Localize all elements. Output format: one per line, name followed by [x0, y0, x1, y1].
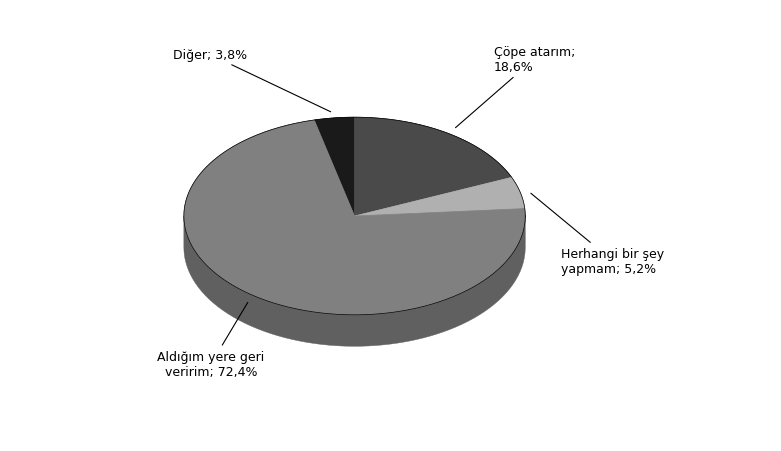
Polygon shape [355, 178, 525, 216]
Text: Herhangi bir şey
yapmam; 5,2%: Herhangi bir şey yapmam; 5,2% [531, 194, 665, 275]
Text: Diğer; 3,8%: Diğer; 3,8% [173, 49, 330, 113]
Polygon shape [184, 216, 526, 346]
Text: Aldığım yere geri
veririm; 72,4%: Aldığım yere geri veririm; 72,4% [157, 303, 265, 378]
Polygon shape [355, 118, 512, 216]
Text: Çöpe atarım;
18,6%: Çöpe atarım; 18,6% [455, 46, 575, 129]
Polygon shape [184, 121, 526, 315]
Polygon shape [314, 118, 355, 216]
